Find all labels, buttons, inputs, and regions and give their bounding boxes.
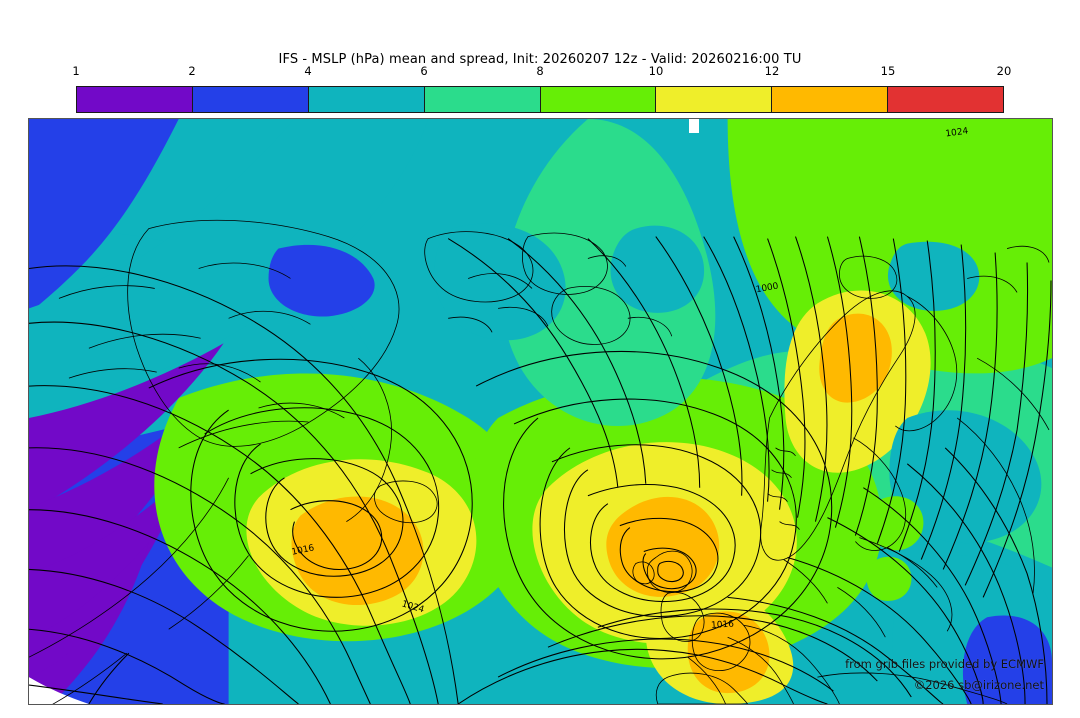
colorbar-tick-15: 15 [880, 64, 896, 78]
page-title: IFS - MSLP (hPa) mean and spread, Init: … [278, 52, 802, 67]
colorbar-tick-20: 20 [996, 64, 1012, 78]
map-top-notch [689, 119, 699, 133]
isobar-layer [29, 236, 1052, 704]
isobar-label: 1016 [291, 543, 316, 558]
coastline-layer [29, 219, 1050, 704]
colorbar-swatches [76, 86, 1004, 113]
colorbar-tick-12: 12 [764, 64, 780, 78]
colorbar-tick-8: 8 [536, 64, 544, 78]
attribution-copyright: ©2026 sb@irizone.net [913, 678, 1044, 692]
attribution-source: from grib files provided by ECMWF [845, 657, 1044, 671]
colorbar-tick-labels: 1 2 4 6 8 10 12 15 20 [72, 64, 1011, 82]
colorbar-swatch-8-10 [540, 87, 657, 112]
colorbar-swatch-6-8 [424, 87, 541, 112]
isobar-label-layer: 1024 1000 1016 1024 1016 [291, 126, 969, 631]
map-svg: 1024 1000 1016 1024 1016 [29, 119, 1052, 704]
isobar-label: 1000 [755, 281, 780, 295]
colorbar-swatch-2-4 [192, 87, 309, 112]
colorbar: 1 2 4 6 8 10 12 15 20 [72, 64, 1011, 113]
isobar-label: 1024 [945, 126, 969, 139]
colorbar-tick-2: 2 [188, 64, 196, 78]
map-canvas[interactable]: 1024 1000 1016 1024 1016 from grib files… [28, 118, 1053, 705]
spread-shading-layer [29, 119, 1052, 704]
colorbar-tick-10: 10 [648, 64, 664, 78]
colorbar-swatch-15-20 [888, 87, 1003, 112]
colorbar-tick-6: 6 [420, 64, 428, 78]
isobar-label: 1016 [711, 619, 735, 631]
colorbar-swatch-12-15 [772, 87, 889, 112]
colorbar-swatch-4-6 [308, 87, 425, 112]
colorbar-tick-1: 1 [72, 64, 80, 78]
colorbar-swatch-10-12 [656, 87, 773, 112]
colorbar-tick-4: 4 [304, 64, 312, 78]
colorbar-swatch-1-2 [77, 87, 193, 112]
